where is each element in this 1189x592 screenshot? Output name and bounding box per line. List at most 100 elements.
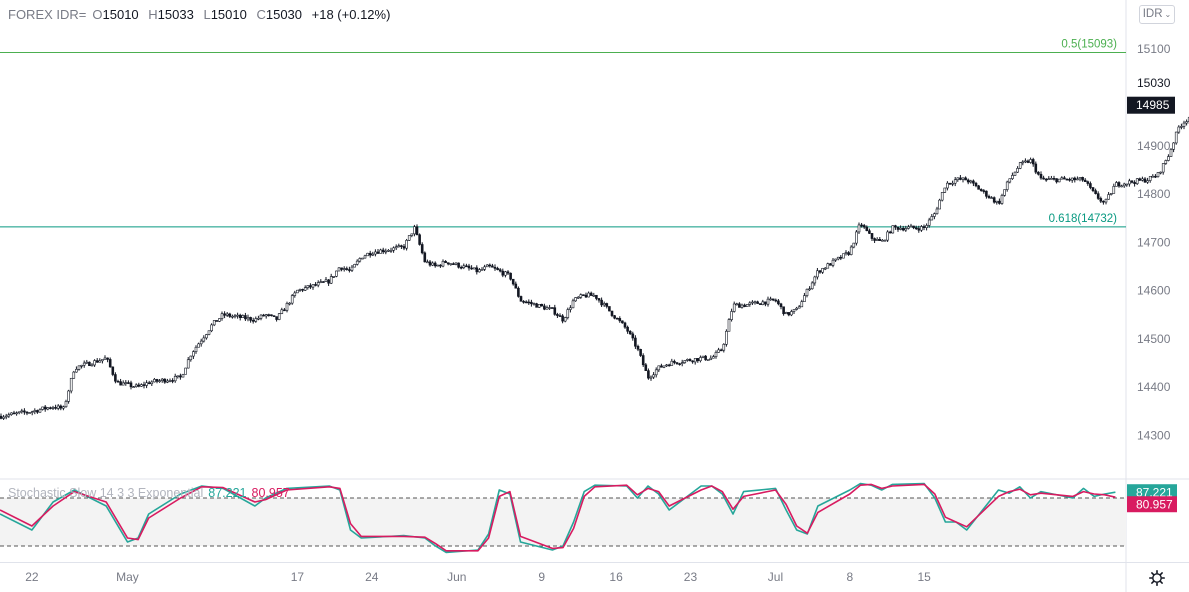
candle-body[interactable] [158, 380, 161, 382]
candle-body[interactable] [1109, 193, 1113, 195]
candle-body[interactable] [909, 225, 913, 228]
candle-body[interactable] [82, 362, 86, 366]
candle-body[interactable] [236, 314, 239, 317]
candle-body[interactable] [17, 411, 21, 414]
candle-body[interactable] [769, 298, 772, 301]
candle-body[interactable] [1039, 173, 1043, 179]
candle-body[interactable] [394, 246, 398, 249]
candle-body[interactable] [842, 253, 845, 259]
candle-body[interactable] [353, 264, 356, 268]
candle-body[interactable] [1130, 180, 1134, 183]
candle-body[interactable] [244, 315, 247, 320]
candle-body[interactable] [1047, 178, 1051, 180]
candle-body[interactable] [452, 263, 455, 265]
candle-body[interactable] [834, 258, 837, 261]
candle-body[interactable] [985, 190, 988, 197]
candle-body[interactable] [982, 190, 986, 192]
candle-body[interactable] [730, 311, 733, 320]
candle-body[interactable] [1154, 175, 1157, 178]
candle-body[interactable] [1102, 200, 1105, 203]
candle-body[interactable] [912, 225, 915, 229]
candle-body[interactable] [1167, 156, 1170, 161]
candle-body[interactable] [1180, 126, 1183, 128]
candle-body[interactable] [12, 412, 16, 415]
candle-body[interactable] [548, 307, 551, 309]
candle-body[interactable] [576, 296, 580, 299]
candle-body[interactable] [280, 309, 284, 314]
candle-body[interactable] [1024, 160, 1027, 163]
candle-body[interactable] [147, 382, 151, 385]
candle-body[interactable] [140, 384, 143, 387]
candle-body[interactable] [641, 355, 645, 366]
candle-body[interactable] [241, 315, 245, 318]
candle-body[interactable] [220, 313, 224, 319]
candle-body[interactable] [467, 265, 471, 269]
candle-body[interactable] [407, 235, 411, 241]
candle-body[interactable] [774, 299, 778, 302]
candle-body[interactable] [1060, 177, 1064, 180]
candle-body[interactable] [654, 369, 658, 376]
candle-body[interactable] [36, 410, 39, 413]
candle-body[interactable] [436, 264, 440, 267]
candle-body[interactable] [69, 377, 73, 392]
candle-body[interactable] [553, 307, 557, 315]
candle-body[interactable] [267, 314, 271, 316]
candle-body[interactable] [405, 239, 408, 249]
candle-body[interactable] [1037, 171, 1040, 175]
candle-body[interactable] [1078, 177, 1082, 180]
candle-body[interactable] [246, 317, 250, 320]
candle-body[interactable] [335, 270, 338, 277]
candle-body[interactable] [428, 261, 432, 266]
candle-body[interactable] [272, 315, 276, 317]
candle-body[interactable] [137, 384, 141, 387]
candle-body[interactable] [571, 300, 575, 309]
candle-body[interactable] [205, 334, 208, 339]
candle-body[interactable] [657, 365, 661, 371]
candle-body[interactable] [1122, 183, 1126, 187]
candle-body[interactable] [475, 267, 479, 273]
candle-body[interactable] [397, 245, 401, 248]
candle-body[interactable] [340, 267, 343, 270]
candle-body[interactable] [316, 282, 320, 286]
candle-body[interactable] [342, 268, 346, 270]
candle-body[interactable] [639, 349, 642, 356]
candle-body[interactable] [805, 288, 809, 296]
candle-body[interactable] [1128, 180, 1131, 185]
candle-body[interactable] [628, 330, 632, 335]
candle-body[interactable] [966, 179, 970, 183]
candle-body[interactable] [722, 344, 726, 351]
candle-body[interactable] [561, 315, 564, 322]
candle-body[interactable] [938, 199, 941, 210]
candle-body[interactable] [488, 264, 492, 267]
candle-body[interactable] [511, 278, 515, 285]
candle-body[interactable] [914, 227, 918, 230]
candle-body[interactable] [1070, 177, 1074, 181]
candle-body[interactable] [257, 318, 260, 320]
candle-body[interactable] [1057, 178, 1061, 183]
candle-body[interactable] [797, 306, 801, 309]
candle-body[interactable] [155, 379, 159, 382]
candle-body[interactable] [855, 231, 858, 244]
candle-body[interactable] [501, 270, 505, 276]
candle-body[interactable] [543, 305, 546, 310]
candle-body[interactable] [212, 320, 216, 326]
candle-body[interactable] [891, 225, 895, 234]
candle-body[interactable] [556, 314, 559, 316]
candle-body[interactable] [959, 177, 962, 180]
gear-icon[interactable] [1149, 570, 1165, 586]
candle-body[interactable] [595, 294, 598, 299]
candle-body[interactable] [524, 301, 528, 304]
candle-body[interactable] [613, 315, 616, 319]
candle-body[interactable] [1018, 162, 1022, 169]
time-axis[interactable]: 22 May 17 24 Jun 9 16 23 Jul 8 15 [25, 570, 931, 584]
candle-body[interactable] [168, 380, 172, 382]
candle-body[interactable] [290, 295, 294, 304]
candle-body[interactable] [883, 239, 887, 242]
candle-body[interactable] [49, 407, 52, 409]
candle-body[interactable] [862, 225, 866, 228]
candle-body[interactable] [540, 304, 544, 307]
candle-body[interactable] [558, 315, 562, 317]
candle-body[interactable] [712, 356, 715, 359]
candle-body[interactable] [1083, 179, 1087, 182]
candle-body[interactable] [283, 309, 286, 312]
